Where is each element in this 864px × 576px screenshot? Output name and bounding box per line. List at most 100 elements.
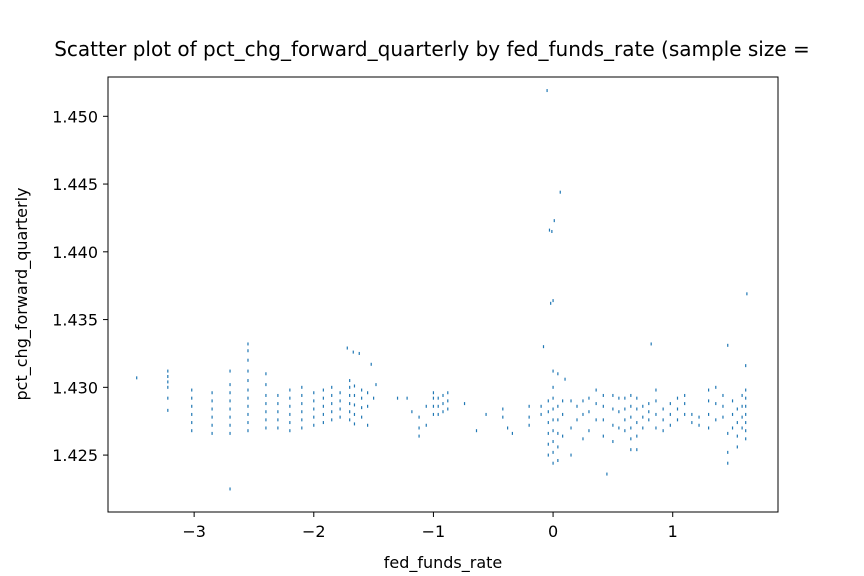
scatter-point	[745, 364, 747, 368]
scatter-point	[353, 403, 356, 407]
scatter-point	[301, 385, 303, 389]
scatter-point	[722, 393, 724, 397]
scatter-point	[630, 415, 632, 419]
scatter-point	[741, 426, 743, 430]
scatter-point	[624, 407, 626, 411]
scatter-point	[322, 388, 324, 392]
scatter-point	[595, 402, 597, 406]
scatter-point	[361, 406, 363, 410]
scatter-point	[676, 407, 679, 411]
scatter-point	[277, 426, 279, 430]
scatter-point	[636, 396, 638, 400]
scatter-point	[289, 412, 291, 416]
scatter-point	[745, 388, 747, 392]
scatter-point	[731, 399, 734, 403]
scatter-point	[211, 431, 213, 435]
scatter-point	[191, 396, 193, 400]
scatter-point	[411, 410, 413, 414]
scatter-point	[211, 399, 213, 403]
scatter-point	[570, 399, 572, 403]
scatter-point	[602, 393, 604, 397]
scatter-point	[722, 415, 724, 419]
scatter-point	[367, 391, 369, 395]
scatter-point	[361, 415, 363, 419]
scatter-point	[406, 396, 408, 400]
scatter-point	[528, 423, 530, 427]
scatter-point	[353, 422, 356, 426]
scatter-point	[349, 418, 351, 422]
scatter-point	[602, 434, 604, 438]
scatter-point	[442, 393, 444, 397]
scatter-point	[373, 396, 375, 400]
scatter-point	[265, 410, 267, 414]
scatter-point	[552, 407, 554, 411]
scatter-point	[676, 418, 679, 422]
scatter-point	[559, 190, 561, 194]
scatter-point	[313, 423, 315, 427]
scatter-point	[745, 396, 747, 400]
scatter-point	[349, 410, 351, 414]
scatter-point	[691, 412, 693, 416]
scatter-point	[736, 421, 738, 425]
scatter-point	[301, 402, 303, 406]
y-tick-label: 1.450	[52, 107, 98, 126]
scatter-point	[547, 399, 549, 403]
scatter-point	[425, 404, 427, 408]
scatter-point	[349, 402, 351, 406]
plot-frame	[107, 76, 779, 513]
scatter-point	[502, 407, 504, 411]
scatter-point	[247, 369, 249, 373]
scatter-point	[313, 415, 315, 419]
scatter-point	[557, 418, 559, 422]
scatter-point	[630, 426, 632, 430]
scatter-point	[322, 396, 324, 400]
scatter-point	[211, 391, 213, 395]
scatter-point	[698, 423, 700, 427]
scatter-point	[691, 421, 693, 425]
scatter-point	[612, 393, 614, 397]
scatter-point	[642, 415, 644, 419]
scatter-point	[727, 461, 729, 465]
x-tick-label: −2	[302, 522, 326, 541]
scatter-point	[247, 388, 249, 392]
scatter-point	[552, 396, 554, 400]
scatter-point	[662, 407, 664, 411]
scatter-point	[618, 426, 620, 430]
scatter-point	[662, 429, 664, 433]
scatter-point	[727, 431, 729, 435]
scatter-point	[247, 412, 249, 416]
scatter-point	[552, 369, 554, 373]
scatter-point	[247, 421, 249, 425]
scatter-point	[684, 402, 686, 406]
scatter-point	[247, 396, 249, 400]
scatter-point	[447, 407, 449, 411]
scatter-point	[741, 393, 743, 397]
scatter-point	[648, 410, 650, 414]
scatter-point	[552, 385, 554, 389]
scatter-point	[662, 418, 664, 422]
y-tick-label: 1.445	[52, 175, 98, 194]
scatter-point	[136, 376, 138, 380]
scatter-point	[229, 415, 231, 419]
scatter-point	[191, 404, 193, 408]
scatter-point	[612, 407, 614, 411]
scatter-point	[370, 362, 372, 366]
scatter-point	[289, 421, 291, 425]
scatter-point	[437, 396, 439, 400]
x-tick-label: −3	[182, 522, 206, 541]
scatter-point	[708, 388, 710, 392]
scatter-point	[247, 404, 249, 408]
scatter-point	[642, 426, 644, 430]
x-tick-label: −1	[422, 522, 446, 541]
scatter-point	[552, 429, 554, 433]
scatter-point	[432, 412, 435, 416]
scatter-point	[247, 379, 249, 383]
scatter-point	[191, 388, 193, 392]
scatter-point	[167, 396, 169, 400]
scatter-point	[229, 431, 231, 435]
scatter-point	[557, 431, 559, 435]
scatter-point	[624, 418, 626, 422]
scatter-point	[669, 423, 671, 427]
scatter-point	[630, 437, 632, 441]
